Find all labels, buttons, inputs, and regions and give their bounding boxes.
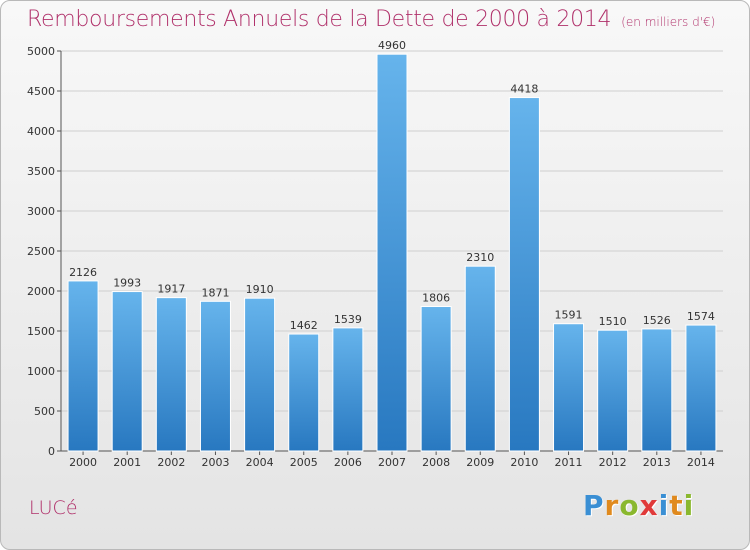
- data-label: 4960: [378, 39, 406, 52]
- data-label: 1462: [290, 319, 318, 332]
- x-tick-label: 2000: [69, 456, 97, 469]
- data-labels: 2126 1993 1917 1871 1910 1462 1539 4960 1806 2310…: [69, 39, 715, 332]
- bar-2007: [376, 53, 408, 452]
- data-label: 2126: [69, 266, 97, 279]
- x-tick-label: 2010: [510, 456, 538, 469]
- x-tick-label: 2014: [687, 456, 715, 469]
- x-tick-label: 2007: [378, 456, 406, 469]
- axes: 0 500 1000 1500 2000 2500 3000 3500 4000 4500 5000…: [27, 45, 723, 469]
- y-tick-label: 4500: [27, 85, 55, 98]
- data-label: 1910: [246, 283, 274, 296]
- data-label: 1526: [643, 314, 671, 327]
- logo-letter: i: [683, 489, 695, 522]
- x-tick-label: 2011: [555, 456, 583, 469]
- chart-title: Remboursements Annuels de la Dette de 20…: [27, 7, 715, 32]
- logo-letter: i: [658, 489, 670, 522]
- x-tick-label: 2004: [246, 456, 274, 469]
- data-label: 1574: [687, 310, 715, 323]
- x-tick-label: 2002: [157, 456, 185, 469]
- logo-letter: r: [604, 489, 620, 522]
- data-label: 4418: [510, 83, 538, 96]
- bar-2009: [464, 265, 496, 452]
- y-tick-label: 0: [48, 445, 55, 458]
- logo-letter: t: [669, 489, 684, 522]
- x-tick-label: 2013: [643, 456, 671, 469]
- x-tick-label: 2001: [113, 456, 141, 469]
- bars: [67, 53, 717, 452]
- y-tick-label: 2000: [27, 285, 55, 298]
- bar-2004: [244, 297, 276, 452]
- y-tick-label: 2500: [27, 245, 55, 258]
- x-tick-label: 2009: [466, 456, 494, 469]
- x-tick-label: 2012: [599, 456, 627, 469]
- y-tick-label: 1000: [27, 365, 55, 378]
- y-tick-label: 5000: [27, 45, 55, 58]
- bar-2014: [685, 324, 717, 452]
- y-tick-label: 3500: [27, 165, 55, 178]
- bar-2010: [508, 97, 540, 452]
- bar-2001: [111, 291, 143, 452]
- bar-2003: [199, 300, 231, 452]
- chart-subtitle: (en milliers d'€): [621, 15, 716, 29]
- x-tick-label: 2003: [201, 456, 229, 469]
- bar-2006: [332, 327, 364, 452]
- bar-2000: [67, 280, 99, 452]
- data-label: 2310: [466, 251, 494, 264]
- bar-2002: [155, 297, 187, 452]
- x-tick-label: 2005: [290, 456, 318, 469]
- y-tick-label: 500: [34, 405, 55, 418]
- logo-letter: P: [583, 489, 605, 522]
- bar-2013: [641, 328, 673, 452]
- bar-2005: [288, 333, 320, 452]
- proxiti-logo[interactable]: Proxiti: [583, 489, 694, 522]
- data-label: 1510: [599, 315, 627, 328]
- data-label: 1591: [555, 309, 583, 322]
- data-label: 1871: [201, 286, 229, 299]
- bar-2011: [553, 323, 585, 452]
- y-tick-label: 3000: [27, 205, 55, 218]
- data-label: 1539: [334, 313, 362, 326]
- x-tick-label: 2006: [334, 456, 362, 469]
- data-label: 1993: [113, 277, 141, 290]
- y-tick-label: 4000: [27, 125, 55, 138]
- commune-name: LUCé: [29, 497, 78, 519]
- y-tick-label: 1500: [27, 325, 55, 338]
- bar-2008: [420, 306, 452, 452]
- chart-title-text: Remboursements Annuels de la Dette de 20…: [27, 7, 612, 32]
- logo-letter: o: [619, 489, 640, 522]
- data-label: 1806: [422, 292, 450, 305]
- x-tick-label: 2008: [422, 456, 450, 469]
- data-label: 1917: [157, 283, 185, 296]
- bar-2012: [597, 329, 629, 452]
- logo-letter: x: [639, 489, 659, 522]
